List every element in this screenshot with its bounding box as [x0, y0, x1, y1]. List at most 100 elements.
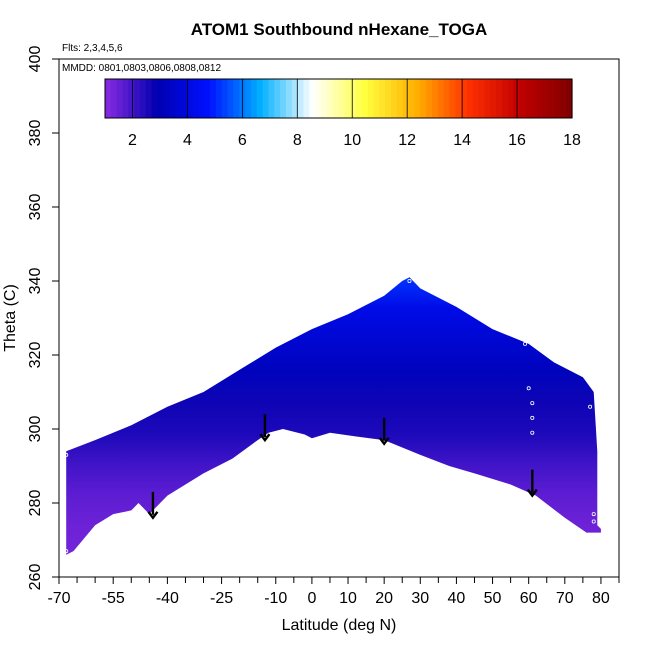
colorbar-cell [303, 79, 310, 118]
colorbar-cell [145, 79, 153, 118]
colorbar-cell [548, 79, 556, 118]
colorbar-cell [531, 79, 538, 118]
colorbar-cell [525, 79, 532, 118]
colorbar-tick-label: 8 [293, 132, 302, 149]
colorbar-cell [175, 79, 182, 118]
x-axis-label: Latitude (deg N) [282, 617, 397, 634]
colorbar-cell [297, 79, 305, 118]
sample-point [591, 512, 596, 517]
colorbar-cell [536, 79, 544, 118]
sample-point [530, 430, 535, 435]
colorbar-tick-label: 12 [398, 132, 416, 149]
colorbar-cell [350, 79, 357, 118]
colorbar-cell [210, 79, 217, 118]
colorbar-cell [402, 79, 410, 118]
sample-point [407, 278, 412, 283]
colorbar-cell [221, 79, 229, 118]
x-tick-label: 10 [339, 590, 357, 607]
colorbar-tick-label: 6 [238, 132, 247, 149]
sample-point [591, 519, 596, 524]
y-tick-label: 400 [27, 46, 44, 73]
colorbar-cell [396, 79, 404, 118]
sample-point [523, 334, 528, 339]
colorbar-cell [426, 79, 433, 118]
colorbar-cell [268, 79, 275, 118]
x-tick-label: 40 [448, 590, 466, 607]
colorbar-cell [204, 79, 211, 118]
y-tick-label: 300 [27, 416, 44, 443]
colorbar-cell [379, 79, 386, 118]
x-tick-label: -40 [156, 590, 179, 607]
x-tick-label: 30 [411, 590, 429, 607]
colorbar-cell [192, 79, 199, 118]
colorbar-cell [227, 79, 235, 118]
colorbar-cell [344, 79, 351, 118]
colorbar-cell [554, 79, 561, 118]
colorbar: 2 4 6 8 10 12 14 16 18 [104, 78, 581, 149]
colorbar-cell [455, 79, 462, 118]
colorbar-tick-label: 4 [183, 132, 192, 149]
colorbar-cell [566, 79, 573, 118]
colorbar-cell [391, 79, 398, 118]
colorbar-cell [320, 79, 328, 118]
flight-arrow [378, 417, 390, 446]
x-tick-label: 0 [307, 590, 316, 607]
x-tick-label: -25 [210, 590, 233, 607]
colorbar-cell [122, 79, 129, 118]
colorbar-cell [315, 79, 322, 118]
x-tick-label: 60 [520, 590, 538, 607]
chart-title: ATOM1 Southbound nHexane_TOGA [191, 20, 488, 39]
colorbar-cell [437, 79, 445, 118]
colorbar-cell [361, 79, 369, 118]
colorbar-cell [408, 79, 415, 118]
colorbar-cell [501, 79, 509, 118]
colorbar-cell [443, 79, 451, 118]
sample-point [588, 404, 593, 409]
colorbar-cell [373, 79, 380, 118]
flight-arrow-head [526, 488, 538, 498]
sample-point [64, 549, 69, 554]
colorbar-cell [163, 79, 170, 118]
colorbar-cell [484, 79, 491, 118]
colorbar-tick-label: 16 [508, 132, 526, 149]
colorbar-cell [490, 79, 497, 118]
x-tick-label: -70 [47, 590, 70, 607]
x-tick-label: 50 [484, 590, 502, 607]
colorbar-cell [291, 79, 299, 118]
flight-arrow-head [378, 437, 390, 446]
colorbar-cell [326, 79, 334, 118]
colorbar-tick-label: 14 [453, 132, 471, 149]
x-tick-label: 20 [375, 590, 393, 607]
y-tick-label: 280 [27, 490, 44, 517]
colorbar-cell [128, 79, 135, 118]
flight-arrow [147, 491, 159, 520]
colorbar-cell [461, 79, 468, 118]
y-tick-label: 380 [27, 120, 44, 147]
x-tick-label: -10 [264, 590, 287, 607]
flight-arrows [147, 414, 538, 520]
y-axis-label: Theta (C) [2, 284, 19, 352]
sample-point [530, 401, 535, 406]
colorbar-cell [332, 79, 340, 118]
sample-point [526, 386, 531, 391]
x-tick-label: 70 [556, 590, 574, 607]
colorbar-cell [449, 79, 456, 118]
sample-points [64, 278, 596, 554]
colorbar-cell [466, 79, 474, 118]
colorbar-cell [151, 79, 159, 118]
colorbar-tick-label: 2 [128, 132, 137, 149]
colorbar-cell [414, 79, 421, 118]
heatmap-region [66, 277, 601, 555]
colorbar-cell [420, 79, 427, 118]
dates-annotation: MMDD: 0801,0803,0806,0808,0812 [62, 63, 221, 74]
colorbar-cell [338, 79, 345, 118]
colorbar-cell [198, 79, 205, 118]
colorbar-cell [280, 79, 287, 118]
colorbar-cell [309, 79, 316, 118]
colorbar-cell [256, 79, 264, 118]
colorbar-tick-label: 18 [563, 132, 581, 149]
flight-arrow-head [147, 511, 159, 520]
colorbar-cell [285, 79, 293, 118]
